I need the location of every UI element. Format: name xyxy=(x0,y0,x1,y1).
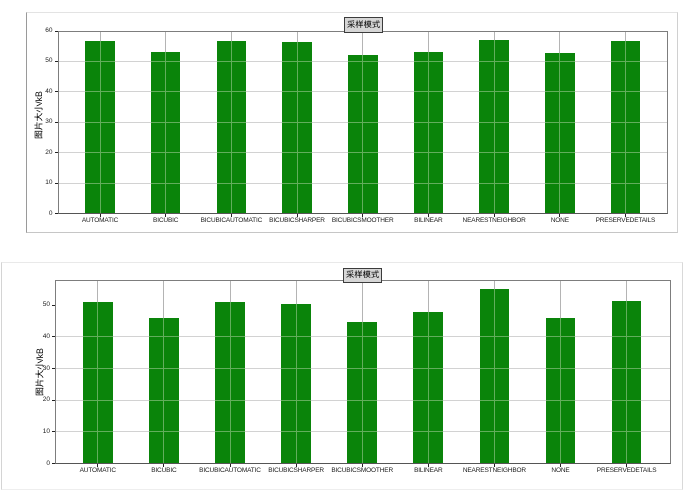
svg-text:/kB: /kB xyxy=(35,348,45,361)
svg-text:/kB: /kB xyxy=(34,91,44,104)
